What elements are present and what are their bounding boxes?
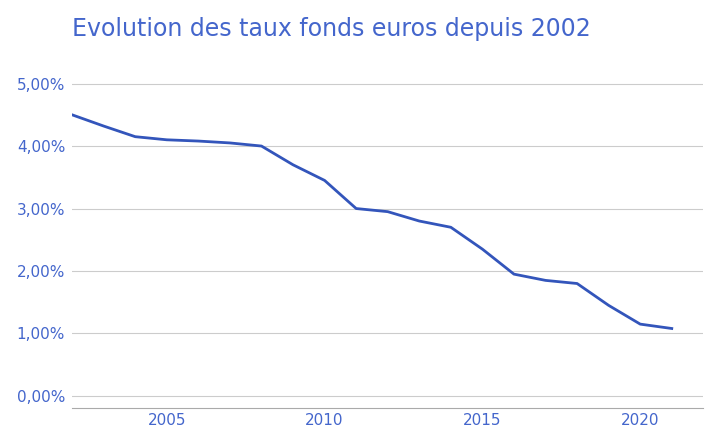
Text: Evolution des taux fonds euros depuis 2002: Evolution des taux fonds euros depuis 20… xyxy=(72,16,591,40)
